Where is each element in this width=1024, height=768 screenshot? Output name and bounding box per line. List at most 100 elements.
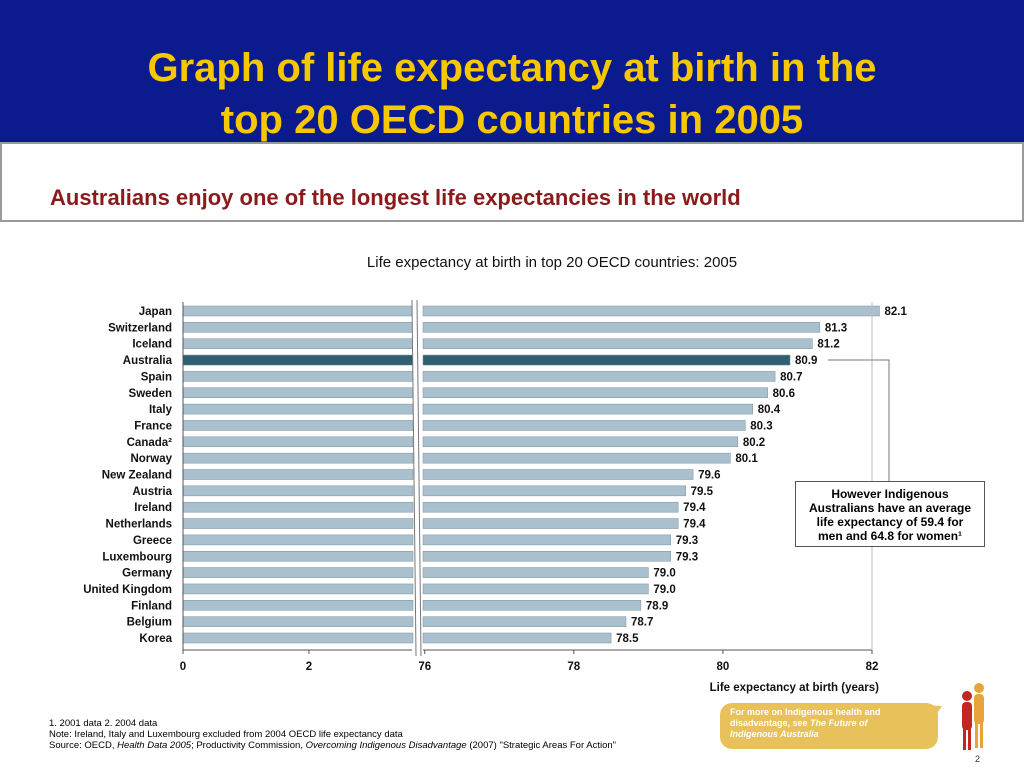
category-label: Iceland xyxy=(132,339,172,351)
bar-segment-left xyxy=(182,600,414,611)
category-label: Ireland xyxy=(134,502,172,514)
bar-segment-left xyxy=(182,632,414,644)
bar xyxy=(422,452,731,464)
bubble-italic-1: The Future of xyxy=(810,718,868,728)
value-label: 80.7 xyxy=(780,371,802,383)
bar-segment-left xyxy=(182,322,414,333)
bar xyxy=(422,403,753,415)
value-label: 80.1 xyxy=(735,453,758,465)
value-label: 80.9 xyxy=(795,355,817,367)
value-label: 79.5 xyxy=(691,486,714,498)
callout-line1: However Indigenous xyxy=(831,487,949,501)
bar-segment-left xyxy=(182,403,414,415)
value-label: 78.7 xyxy=(631,617,653,629)
category-label: United Kingdom xyxy=(83,584,172,596)
bar xyxy=(422,567,649,578)
value-label: 80.4 xyxy=(758,404,781,416)
bar xyxy=(422,354,791,366)
frame-top-line xyxy=(0,142,1024,144)
x-axis-label: Life expectancy at birth (years) xyxy=(710,682,880,694)
value-label: 79.4 xyxy=(683,519,706,531)
frame-right-line xyxy=(1022,142,1024,222)
life-expectancy-bar-chart: Life expectancy at birth in top 20 OECD … xyxy=(83,254,907,694)
category-label: France xyxy=(134,420,172,432)
bar-segment-left xyxy=(182,583,414,595)
bar-segment-left xyxy=(182,551,414,562)
bar xyxy=(422,469,694,480)
value-label: 79.0 xyxy=(653,584,675,596)
bar xyxy=(422,485,686,497)
value-label: 78.9 xyxy=(646,600,668,612)
bar-segment-left xyxy=(182,501,414,513)
x-tick-label: 2 xyxy=(306,661,312,673)
category-label: Australia xyxy=(123,355,173,367)
slide-title-line2: top 20 OECD countries in 2005 xyxy=(220,98,804,142)
bar-segment-left xyxy=(182,616,414,627)
category-label: New Zealand xyxy=(102,470,172,482)
category-label: Greece xyxy=(133,535,172,547)
bar-segment-left xyxy=(182,534,414,546)
x-tick-label: 76 xyxy=(418,661,431,673)
category-label: Finland xyxy=(131,600,172,612)
title-banner: Graph of life expectancy at birth in the… xyxy=(0,0,1024,142)
bar-segment-left xyxy=(182,354,414,366)
category-label: Sweden xyxy=(129,388,172,400)
footnote-data-years: 1. 2001 data 2. 2004 data xyxy=(49,718,158,729)
bar-segment-left xyxy=(182,469,414,480)
bar xyxy=(422,387,768,398)
category-label: Italy xyxy=(149,404,173,416)
bar xyxy=(422,322,821,333)
more-info-speech-bubble[interactable]: For more on Indigenous health and disadv… xyxy=(720,703,938,749)
bar xyxy=(422,534,671,546)
chart-title: Life expectancy at birth in top 20 OECD … xyxy=(367,254,737,271)
bar-segment-left xyxy=(182,485,414,497)
source-italic-1: Health Data 2005 xyxy=(117,740,192,751)
bar-segment-left xyxy=(182,420,414,431)
value-label: 79.3 xyxy=(676,551,698,563)
indigenous-callout: However Indigenous Australians have an a… xyxy=(795,481,985,547)
callout-line3: life expectancy of 59.4 for xyxy=(816,515,964,529)
bubble-line1: For more on Indigenous health and xyxy=(730,707,881,717)
bar xyxy=(422,583,649,595)
category-label: Canada² xyxy=(127,437,173,449)
value-label: 79.4 xyxy=(683,502,706,514)
bar xyxy=(422,551,671,562)
callout-line4: men and 64.8 for women¹ xyxy=(817,529,963,543)
category-label: Spain xyxy=(141,371,172,383)
bar xyxy=(422,616,627,627)
value-label: 80.2 xyxy=(743,437,765,449)
footnotes: 1. 2001 data 2. 2004 data Note: Ireland,… xyxy=(49,718,616,751)
footnote-source: Source: OECD, Health Data 2005; Producti… xyxy=(49,740,616,751)
bar-segment-left xyxy=(182,452,414,464)
page-number: 2 xyxy=(975,754,981,764)
bar xyxy=(422,420,746,431)
bar xyxy=(422,338,813,349)
bar-segment-left xyxy=(182,436,414,448)
value-label: 79.6 xyxy=(698,470,720,482)
people-figures-icon xyxy=(962,683,984,750)
value-label: 81.3 xyxy=(825,322,847,334)
bar xyxy=(422,518,679,529)
value-label: 82.1 xyxy=(884,306,907,318)
axis-break-line xyxy=(411,299,417,657)
source-italic-2: Overcoming Indigenous Disadvantage xyxy=(305,740,467,751)
bar xyxy=(422,632,612,644)
source-mid: ; Productivity Commission, xyxy=(191,740,306,751)
axis-break-line xyxy=(416,299,422,657)
slide-title-line1: Graph of life expectancy at birth in the xyxy=(147,46,877,90)
footnote-note: Note: Ireland, Italy and Luxembourg excl… xyxy=(49,729,403,740)
x-tick-label: 82 xyxy=(866,661,879,673)
frame-left-line xyxy=(0,142,2,222)
bar-segment-left xyxy=(182,338,414,349)
value-label: 79.3 xyxy=(676,535,698,547)
bar xyxy=(422,436,739,448)
bar xyxy=(422,305,880,317)
bubble-line2: disadvantage, see The Future of xyxy=(730,718,928,729)
value-label: 81.2 xyxy=(817,339,839,351)
bubble-line2-text: disadvantage, see xyxy=(730,718,811,728)
category-label: Norway xyxy=(130,453,172,465)
bubble-line3: Indigenous Australia xyxy=(730,729,928,740)
x-tick-label: 80 xyxy=(717,661,730,673)
bar xyxy=(422,600,642,611)
bar xyxy=(422,501,679,513)
